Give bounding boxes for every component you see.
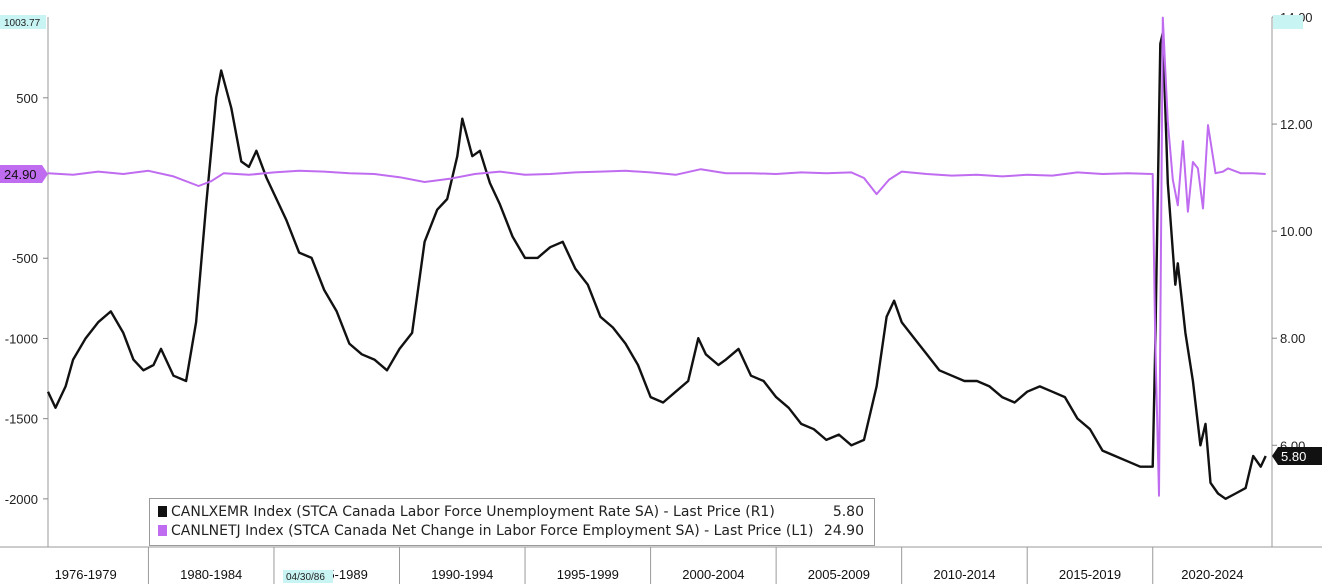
- right-tick-label: 12.00: [1280, 117, 1313, 132]
- series-unemployment-line: [46, 31, 1267, 500]
- left-tick-label: 500: [16, 91, 38, 106]
- series-layer: [46, 16, 1267, 500]
- x-tick-label: 2010-2014: [933, 567, 995, 582]
- x-tick-label: 2020-2024: [1181, 567, 1243, 582]
- legend-swatch-unemployment: [158, 506, 167, 517]
- left-last-value-tag-bg: [0, 165, 48, 184]
- left-tick-label: -1500: [5, 412, 38, 427]
- right-top-tag-bg: [1273, 15, 1303, 29]
- left-last-value-tag: 24.90: [4, 167, 37, 182]
- series-employment-line: [47, 16, 1266, 497]
- legend-entry-employment: CANLNETJ Index (STCA Canada Net Change i…: [158, 523, 813, 543]
- date-tag: 04/30/86: [286, 572, 325, 583]
- x-tick-label: 2000-2004: [682, 567, 744, 582]
- right-last-value-tag-bg: [1272, 446, 1322, 465]
- legend-entry-unemployment: CANLXEMR Index (STCA Canada Labor Force …: [158, 504, 775, 524]
- x-tick-label: 1995-1999: [557, 567, 619, 582]
- legend-label-unemployment: CANLXEMR Index (STCA Canada Labor Force …: [171, 504, 775, 520]
- x-axis: 1976-1979 1980-1984 1985-1989 1990-1994 1995…: [0, 546, 1322, 584]
- tags-layer: 1003.77 04/30/86 24.90 5.80: [0, 15, 1322, 583]
- right-last-value-tag: 5.80: [1281, 449, 1306, 464]
- right-tick-label: 8.00: [1280, 331, 1305, 346]
- right-tick-label: 10.00: [1280, 224, 1313, 239]
- x-tick-label: 2015-2019: [1059, 567, 1121, 582]
- left-tick-label: -2000: [5, 492, 38, 507]
- x-tick-label: 1976-1979: [55, 567, 117, 582]
- legend-value-employment: 24.90: [823, 523, 864, 539]
- left-axis: 500 -500 -1000 -1500 -2000: [5, 17, 49, 547]
- legend-swatch-employment: [158, 525, 167, 536]
- left-tick-label: -1000: [5, 331, 38, 346]
- x-tick-label: 2005-2009: [808, 567, 870, 582]
- left-top-tag: 1003.77: [4, 18, 41, 29]
- legend: CANLXEMR Index (STCA Canada Labor Force …: [149, 498, 875, 546]
- legend-label-employment: CANLNETJ Index (STCA Canada Net Change i…: [171, 523, 814, 539]
- left-top-tag-bg: [0, 15, 46, 29]
- left-tick-label: -500: [12, 251, 38, 266]
- x-tick-label: 1980-1984: [180, 567, 242, 582]
- legend-value-unemployment: 5.80: [832, 504, 864, 520]
- x-tick-label: 1990-1994: [431, 567, 493, 582]
- date-tag-bg: [283, 570, 333, 583]
